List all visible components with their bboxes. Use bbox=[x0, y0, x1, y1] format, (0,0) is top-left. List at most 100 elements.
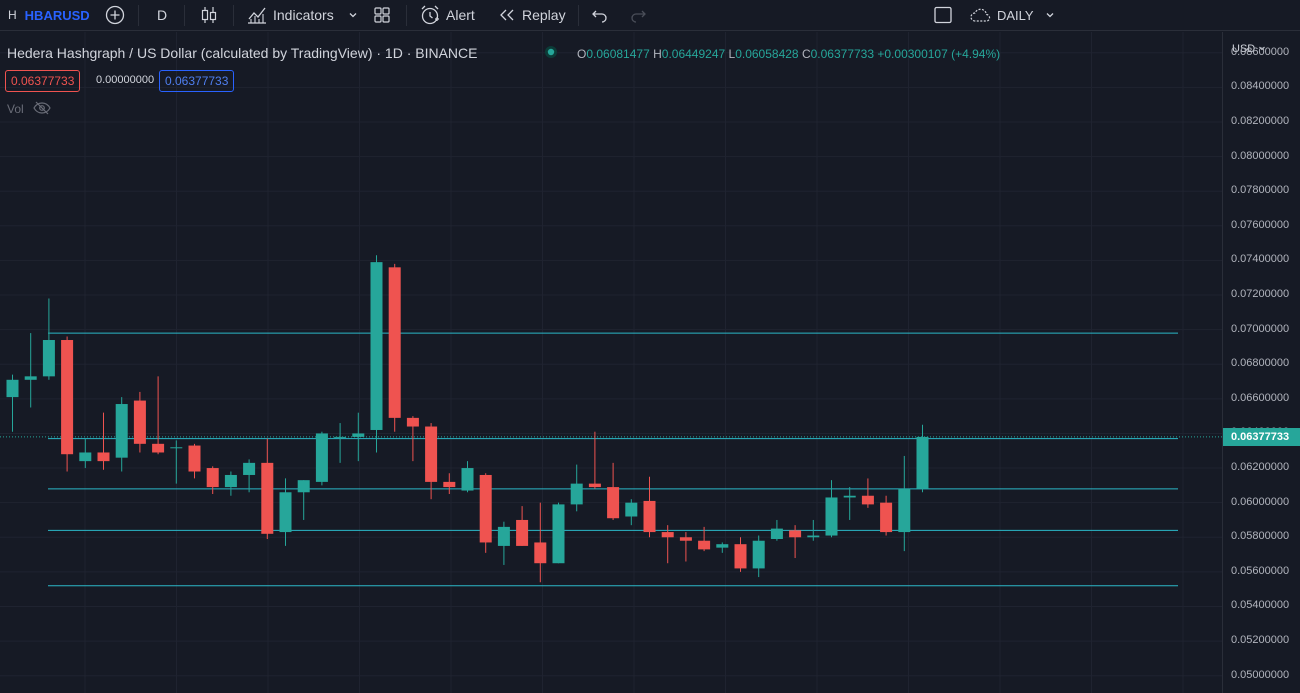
ohlc-open-key: O bbox=[577, 47, 587, 61]
candle-body-up bbox=[807, 535, 820, 538]
candle-body-down bbox=[516, 519, 529, 546]
indicators-label: Indicators bbox=[273, 7, 334, 23]
candle-body-up bbox=[770, 528, 783, 539]
replay-button[interactable]: Replay bbox=[497, 0, 566, 30]
candle-body-up bbox=[79, 452, 92, 462]
ohlc-low: 0.06058428 bbox=[735, 47, 799, 61]
candle-body-down bbox=[588, 483, 601, 488]
toolbar-divider bbox=[578, 5, 579, 26]
current-price-label: 0.06377733 bbox=[1223, 427, 1300, 446]
price-scale-label: 0.05800000 bbox=[1231, 530, 1290, 543]
legend-title[interactable]: Hedera Hashgraph / US Dollar (calculated… bbox=[7, 45, 478, 61]
interval-button[interactable]: D bbox=[157, 0, 167, 30]
candle-body-down bbox=[861, 495, 874, 505]
candle-body-up bbox=[716, 544, 729, 548]
spread-value: 0.00000000 bbox=[96, 74, 155, 86]
chart-legend: Hedera Hashgraph / US Dollar (calculated… bbox=[7, 45, 478, 61]
candle-body-down bbox=[388, 267, 401, 418]
candle-body-down bbox=[661, 532, 674, 538]
price-scale-label: 0.08200000 bbox=[1231, 114, 1290, 127]
candle-body-up bbox=[625, 502, 638, 517]
candle-body-up bbox=[825, 497, 838, 536]
symbol-initial: H bbox=[8, 8, 17, 22]
candle-body-down bbox=[643, 500, 656, 533]
undo-icon bbox=[592, 10, 607, 23]
candle-body-down bbox=[534, 542, 547, 564]
ohlc-values: O0.06081477 H0.06449247 L0.06058428 C0.0… bbox=[577, 47, 1000, 61]
price-scale-label: 0.06200000 bbox=[1231, 461, 1290, 474]
candle-body-down bbox=[97, 452, 110, 462]
candle-body-up bbox=[497, 526, 510, 546]
ohlc-high-key: H bbox=[653, 47, 662, 61]
candle-body-up bbox=[24, 376, 37, 380]
ohlc-close-key: C bbox=[801, 47, 811, 61]
candle-body-up bbox=[42, 340, 55, 377]
price-scale-label: 0.08400000 bbox=[1231, 80, 1290, 93]
chart-type-button[interactable] bbox=[199, 0, 219, 30]
indicators-icon bbox=[248, 7, 266, 24]
candle-body-down bbox=[152, 443, 165, 453]
toolbar-divider bbox=[184, 5, 185, 26]
add-symbol-icon bbox=[105, 5, 125, 25]
interval-label: D bbox=[157, 7, 168, 23]
ohlc-open: 0.06081477 bbox=[586, 47, 650, 61]
cloud-icon bbox=[970, 8, 991, 22]
currency-label: USD bbox=[1232, 43, 1256, 55]
price-scale[interactable]: USD 0.08600000 0.08400000 0.08200000 0.0800… bbox=[1222, 32, 1300, 693]
eye-off-icon[interactable] bbox=[33, 101, 51, 115]
price-scale-label: 0.06000000 bbox=[1231, 495, 1290, 508]
candle-body-down bbox=[479, 474, 492, 543]
alert-button[interactable]: Alert bbox=[419, 0, 475, 30]
indicators-dropdown[interactable] bbox=[347, 0, 359, 30]
candle-body-down bbox=[698, 540, 711, 550]
price-chart[interactable] bbox=[0, 32, 1222, 693]
symbol-name: HBARUSD bbox=[24, 7, 90, 23]
price-scale-label: 0.06600000 bbox=[1231, 391, 1290, 404]
timeframe-label: DAILY bbox=[997, 7, 1034, 23]
candle-body-up bbox=[315, 433, 328, 482]
candle-body-up bbox=[224, 474, 237, 488]
fullscreen-icon bbox=[934, 6, 952, 24]
candle-body-down bbox=[443, 481, 456, 488]
chevron-down-icon bbox=[1046, 13, 1054, 18]
price-scale-label: 0.05000000 bbox=[1231, 668, 1290, 681]
candle-body-down bbox=[679, 537, 692, 541]
candle-body-down bbox=[406, 417, 419, 427]
candle-body-up bbox=[352, 433, 365, 437]
ohlc-low-key: L bbox=[728, 47, 736, 61]
candle-body-up bbox=[461, 468, 474, 491]
price-scale-label: 0.07800000 bbox=[1231, 184, 1290, 197]
sell-price-button[interactable]: 0.06377733 bbox=[5, 70, 81, 92]
price-scale-label: 0.05400000 bbox=[1231, 599, 1290, 612]
candle-body-up bbox=[898, 488, 911, 533]
candle-body-up bbox=[334, 436, 347, 438]
currency-selector[interactable]: USD bbox=[1232, 43, 1266, 55]
indicators-button[interactable]: Indicators bbox=[246, 0, 334, 30]
undo-button[interactable] bbox=[591, 0, 609, 30]
price-scale-label: 0.05600000 bbox=[1231, 564, 1290, 577]
candle-body-up bbox=[279, 492, 292, 533]
candle-body-down bbox=[425, 426, 438, 482]
fullscreen-button[interactable] bbox=[933, 0, 953, 30]
chart-pane[interactable] bbox=[0, 32, 1222, 693]
candle-body-up bbox=[170, 447, 183, 449]
add-symbol-button[interactable] bbox=[104, 0, 126, 30]
volume-label: Vol bbox=[7, 102, 24, 116]
replay-icon bbox=[500, 9, 514, 21]
candle-body-up bbox=[297, 480, 310, 493]
volume-legend[interactable]: Vol bbox=[7, 101, 51, 116]
candle-body-up bbox=[370, 262, 383, 430]
ohlc-change: +0.00300107 (+4.94%) bbox=[877, 47, 1001, 61]
symbol-search[interactable]: H HBARUSD bbox=[8, 0, 90, 30]
layouts-button[interactable] bbox=[373, 0, 391, 30]
timeframe-cloud-button[interactable]: DAILY bbox=[969, 0, 1056, 30]
redo-icon bbox=[631, 10, 646, 23]
candle-body-up bbox=[570, 483, 583, 505]
candle-body-up bbox=[115, 404, 128, 458]
buy-price-button[interactable]: 0.06377733 bbox=[159, 70, 235, 92]
candle-body-down bbox=[206, 468, 219, 488]
price-scale-label: 0.07200000 bbox=[1231, 288, 1290, 301]
candle-body-down bbox=[734, 544, 747, 569]
candle-body-down bbox=[133, 400, 146, 444]
redo-button[interactable] bbox=[629, 0, 647, 30]
